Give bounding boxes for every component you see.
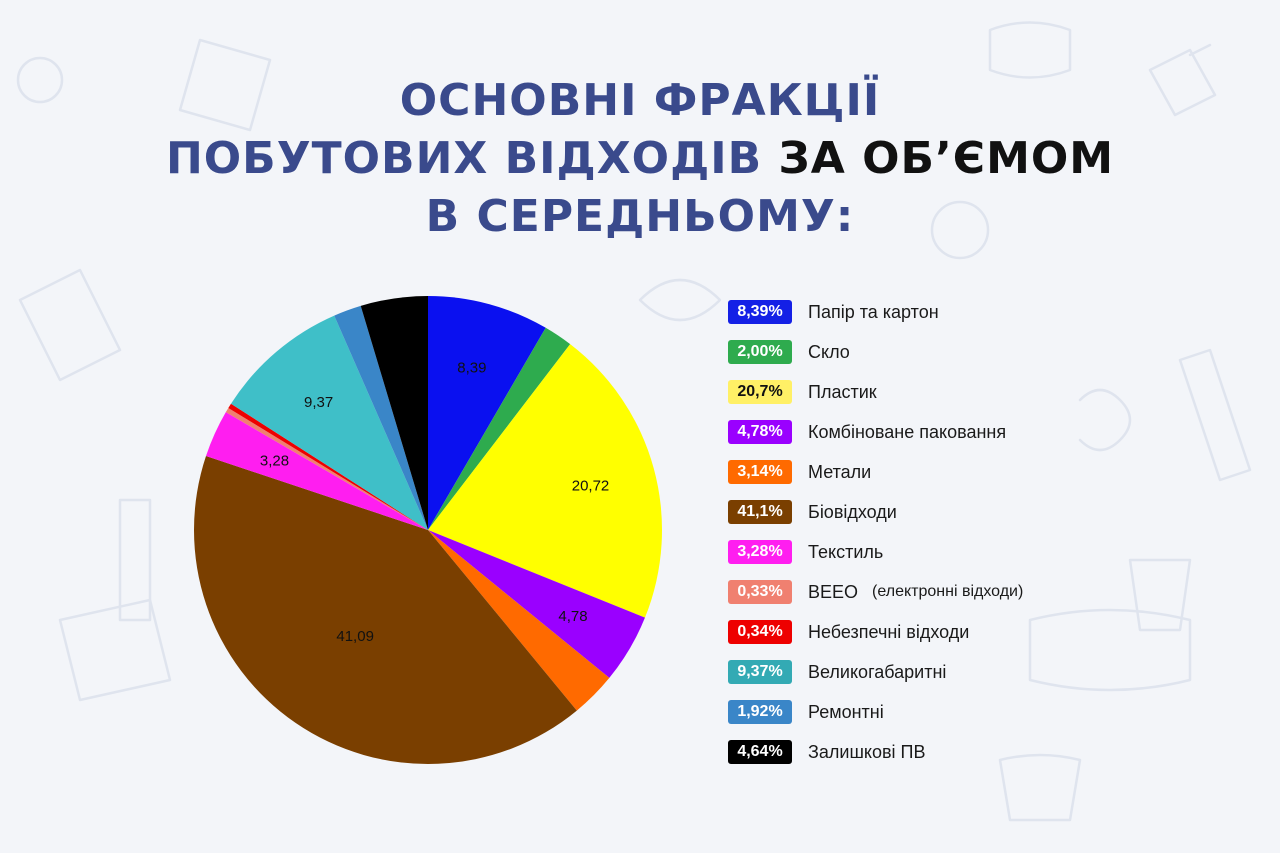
legend-item: 2,00% Скло bbox=[728, 338, 1023, 366]
pie-slice-11 bbox=[334, 305, 428, 530]
chart-legend: 8,39% Папір та картон 2,00% Скло 20,7% Пласти… bbox=[728, 298, 1023, 766]
pie-slice-label-4: 4,78 bbox=[558, 608, 587, 625]
legend-badge: 4,78% bbox=[728, 420, 792, 444]
legend-badge: 41,1% bbox=[728, 500, 792, 524]
legend-badge: 0,34% bbox=[728, 620, 792, 644]
legend-label: Ремонтні bbox=[808, 701, 884, 722]
legend-item: 4,78% Комбіноване паковання bbox=[728, 418, 1023, 446]
pie-slice-label-10: 9,37 bbox=[304, 394, 333, 411]
bottle-doodle-3 bbox=[118, 498, 152, 622]
pie-slice-3 bbox=[428, 344, 662, 618]
legend-item: 20,7% Пластик bbox=[728, 378, 1023, 406]
can-doodle-2 bbox=[1028, 608, 1192, 692]
pie-slice-9 bbox=[228, 403, 428, 530]
legend-label: Скло bbox=[808, 341, 850, 362]
title-line-2: ПОБУТОВИХ ВІДХОДІВ ЗА ОБ’ЄМОМ bbox=[0, 130, 1280, 188]
pie-slice-labels: 8,39 20,72 4,78 41,09 3,28 9,37 bbox=[260, 359, 609, 645]
legend-label: Великогабаритні bbox=[808, 661, 947, 682]
pie-slice-label-6: 41,09 bbox=[336, 628, 374, 645]
legend-badge: 3,14% bbox=[728, 460, 792, 484]
bag-doodle bbox=[18, 268, 122, 382]
pie-slice-label-1: 8,39 bbox=[457, 359, 486, 376]
spiral-doodle bbox=[1078, 388, 1132, 452]
legend-label: Залишкові ПВ bbox=[808, 741, 926, 762]
legend-badge: 4,64% bbox=[728, 740, 792, 764]
legend-item: 41,1% Біовідходи bbox=[728, 498, 1023, 526]
bottle-doodle-2 bbox=[1178, 348, 1252, 482]
pie-slice-5 bbox=[428, 530, 610, 711]
paper-doodle bbox=[178, 38, 272, 132]
legend-label: ВЕЕО bbox=[808, 581, 859, 602]
page-title: ОСНОВНІ ФРАКЦІЇ ПОБУТОВИХ ВІДХОДІВ ЗА ОБ… bbox=[0, 72, 1280, 246]
legend-item: 9,37% Великогабаритні bbox=[728, 658, 1023, 686]
legend-label: Текстиль bbox=[808, 541, 884, 562]
legend-badge: 9,37% bbox=[728, 660, 792, 684]
pie-slice-10 bbox=[230, 315, 428, 530]
legend-badge: 1,92% bbox=[728, 700, 792, 724]
pie-slice-label-7: 3,28 bbox=[260, 453, 289, 470]
pie-slice-4 bbox=[428, 530, 645, 678]
legend-item: 1,92% Ремонтні bbox=[728, 698, 1023, 726]
pie-slice-8 bbox=[225, 407, 428, 530]
legend-item: 0,34% Небезпечні відходи bbox=[728, 618, 1023, 646]
pie-slice-6 bbox=[194, 456, 577, 764]
pie-slice-2 bbox=[428, 327, 571, 530]
pie-slices bbox=[194, 296, 662, 764]
legend-note: (електронні відходи) bbox=[872, 583, 1024, 600]
legend-badge: 2,00% bbox=[728, 340, 792, 364]
circle-doodle bbox=[930, 200, 990, 260]
cup-doodle bbox=[1128, 558, 1192, 632]
legend-item: 4,64% Залишкові ПВ bbox=[728, 738, 1023, 766]
legend-item: 3,28% Текстиль bbox=[728, 538, 1023, 566]
legend-label: Комбіноване паковання bbox=[808, 421, 1007, 442]
bottle-doodle bbox=[1148, 43, 1217, 117]
cup-doodle-2 bbox=[998, 753, 1082, 822]
title-line-3: В СЕРЕДНЬОМУ: bbox=[425, 191, 855, 242]
legend-item: 0,33% ВЕЕО (електронні відходи) bbox=[728, 578, 1023, 606]
pie-slice-12 bbox=[360, 296, 428, 530]
legend-label: Біовідходи bbox=[808, 501, 897, 522]
leaf-doodle bbox=[638, 278, 722, 322]
can-doodle bbox=[988, 21, 1072, 79]
title-line-2-part-a: ПОБУТОВИХ ВІДХОДІВ bbox=[165, 133, 763, 184]
pie-slice-label-3: 20,72 bbox=[572, 478, 610, 495]
legend-label: Пластик bbox=[808, 381, 877, 402]
legend-label: Метали bbox=[808, 461, 872, 482]
legend-label: Небезпечні відходи bbox=[808, 621, 970, 642]
title-line-1: ОСНОВНІ ФРАКЦІЇ bbox=[399, 75, 881, 126]
legend-badge: 0,33% bbox=[728, 580, 792, 604]
bubble-doodle bbox=[16, 56, 64, 104]
legend-item: 3,14% Метали bbox=[728, 458, 1023, 486]
legend-badge: 3,28% bbox=[728, 540, 792, 564]
pie-slice-7 bbox=[206, 412, 428, 530]
legend-item: 8,39% Папір та картон bbox=[728, 298, 1023, 326]
pie-slice-1 bbox=[428, 296, 546, 530]
legend-label: Папір та картон bbox=[808, 301, 939, 322]
legend-badge: 8,39% bbox=[728, 300, 792, 324]
legend-badge: 20,7% bbox=[728, 380, 792, 404]
title-line-2-part-b: ЗА ОБ’ЄМОМ bbox=[778, 133, 1115, 184]
